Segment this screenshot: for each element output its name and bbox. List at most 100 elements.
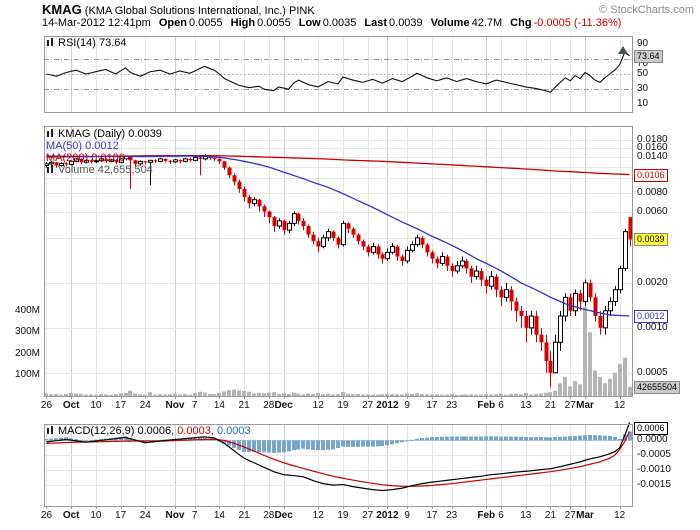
x-tick-label: 26 — [40, 400, 53, 411]
volume-ytick-label: 100M — [14, 368, 40, 380]
x-tick-label: 17 — [115, 510, 127, 521]
x-tick-label: 21 — [238, 400, 250, 411]
macd-signal-value: 0.0003, — [177, 425, 214, 437]
rsi-ytick-label: 10 — [637, 98, 649, 110]
quote-open: Open 0.0055 — [159, 17, 223, 29]
quote-volume: Volume 42.7M — [431, 17, 503, 29]
quote-volume-value: 42.7M — [471, 17, 503, 29]
price-ytick-label: 0.0160 — [637, 141, 668, 153]
x-tick-label: 27 — [362, 510, 374, 521]
quote-chg-label: Chg — [510, 17, 532, 29]
x-tick-label: 19 — [337, 400, 349, 411]
x-tick-label: 10 — [90, 400, 102, 411]
price-ytick-label: 0.0140 — [637, 150, 668, 162]
quote-chg: Chg -0.0005 (-11.36%) — [510, 17, 621, 29]
x-tick-label: 23 — [446, 400, 458, 411]
price-ytick-label: 0.0005 — [637, 366, 668, 378]
volume-value-box: 42655504 — [634, 381, 681, 394]
price-ytick-label: 0.0060 — [637, 205, 668, 217]
x-tick-label: 12 — [614, 510, 626, 521]
x-tick-label: 10 — [90, 510, 102, 521]
rsi-ytick-label: 50 — [637, 68, 649, 79]
x-tick-label: Feb — [477, 400, 496, 411]
price-legend-ma200: MA(200) 0.0106 — [46, 152, 125, 164]
x-tick-label: 19 — [337, 510, 349, 521]
x-tick-label: 2012 — [376, 400, 399, 411]
copyright: © StockCharts.com — [599, 4, 694, 16]
quote-summary: 14-Mar-2012 12:41pm Open 0.0055 High 0.005… — [42, 17, 621, 29]
ma50-label: MA(50) 0.0012 — [46, 140, 119, 152]
volume-icon — [46, 165, 55, 174]
macd-ytick-label: 0.0000 — [637, 434, 668, 446]
quote-high: High 0.0055 — [231, 17, 291, 29]
ma200-value-box: 0.0106 — [634, 169, 668, 182]
x-tick-label: Dec — [274, 400, 293, 411]
ma200-label: MA(200) 0.0106 — [46, 152, 125, 164]
price-ytick-label: 0.0010 — [637, 321, 668, 333]
x-tick-label: 14 — [213, 400, 225, 411]
quote-low-label: Low — [298, 17, 321, 29]
x-tick-label: 7 — [191, 400, 198, 411]
x-tick-label: Dec — [274, 510, 293, 521]
macd-label: MACD(12,26,9) — [58, 425, 135, 437]
price-legend-title: KMAG (Daily) 0.0039 — [46, 128, 162, 140]
volume-ytick-label: 300M — [14, 326, 40, 338]
quote-high-value: 0.0055 — [257, 17, 291, 29]
price-title: KMAG (Daily) 0.0039 — [58, 128, 162, 140]
x-tick-label: 12 — [312, 510, 324, 521]
macd-indicator-icon — [46, 426, 55, 435]
price-ytick-label: 0.0180 — [637, 134, 668, 146]
price-legend-volume: Volume 42,655,504 — [46, 164, 153, 176]
x-tick-label: 21 — [544, 510, 557, 521]
quote-high-label: High — [230, 17, 256, 29]
volume-ytick-label: 200M — [14, 347, 40, 359]
quote-last-label: Last — [364, 17, 388, 29]
x-tick-label: 21 — [544, 400, 557, 411]
macd-ytick-label: -0.0015 — [637, 479, 671, 491]
quote-datetime: 14-Mar-2012 12:41pm — [42, 17, 151, 29]
x-tick-label: 17 — [115, 400, 127, 411]
x-tick-label: Feb — [477, 510, 496, 521]
x-tick-label: 6 — [498, 400, 504, 411]
x-tick-label: 27 — [564, 400, 576, 411]
price-legend-ma50: MA(50) 0.0012 — [46, 140, 119, 152]
quote-last: Last 0.0039 — [364, 17, 422, 29]
x-tick-label: 24 — [139, 510, 151, 521]
ma50-value-box: 0.0012 — [634, 310, 668, 323]
macd-legend: MACD(12,26,9) 0.0006, 0.0003, 0.0003 — [46, 425, 251, 437]
x-tick-label: 12 — [614, 400, 626, 411]
rsi-ytick-label: 90 — [637, 37, 649, 49]
x-tick-label: Oct — [62, 510, 80, 521]
rsi-ytick-label: 70 — [637, 57, 649, 69]
rsi-legend: RSI(14) 73.64 — [46, 37, 126, 49]
x-tick-label: Mar — [576, 400, 594, 411]
last-price-box: 0.0039 — [634, 233, 668, 246]
x-tick-label: 9 — [404, 510, 410, 521]
rsi-indicator-icon — [46, 38, 55, 47]
x-tick-label: 27 — [362, 400, 374, 411]
quote-volume-label: Volume — [430, 17, 470, 29]
x-tick-label: 13 — [520, 510, 532, 521]
quote-low-value: 0.0035 — [322, 17, 357, 29]
chart-header: KMAG (KMA Global Solutions International… — [42, 2, 315, 17]
rsi-value-box: 73.64 — [634, 50, 663, 63]
company-name: (KMA Global Solutions International, Inc… — [84, 5, 286, 17]
x-tick-label: 12 — [312, 400, 324, 411]
x-tick-label: 7 — [191, 510, 198, 521]
quote-low: Low 0.0035 — [299, 17, 357, 29]
exchange-label: PINK — [289, 5, 315, 17]
macd-value-box: 0.0006 — [634, 422, 668, 435]
x-tick-label: 21 — [238, 510, 250, 521]
x-tick-label: Oct — [62, 400, 80, 411]
volume-label: Volume 42,655,504 — [58, 164, 153, 176]
x-tick-label: 26 — [40, 510, 53, 521]
candlestick-icon — [46, 129, 55, 138]
x-tick-label: 14 — [213, 510, 225, 521]
rsi-peak-marker-icon — [618, 46, 628, 54]
x-tick-label: Nov — [165, 400, 185, 411]
x-tick-label: 17 — [426, 510, 438, 521]
price-ytick-label: 0.0080 — [637, 186, 668, 198]
quote-chg-value: -0.0005 (-11.36%) — [533, 17, 622, 29]
